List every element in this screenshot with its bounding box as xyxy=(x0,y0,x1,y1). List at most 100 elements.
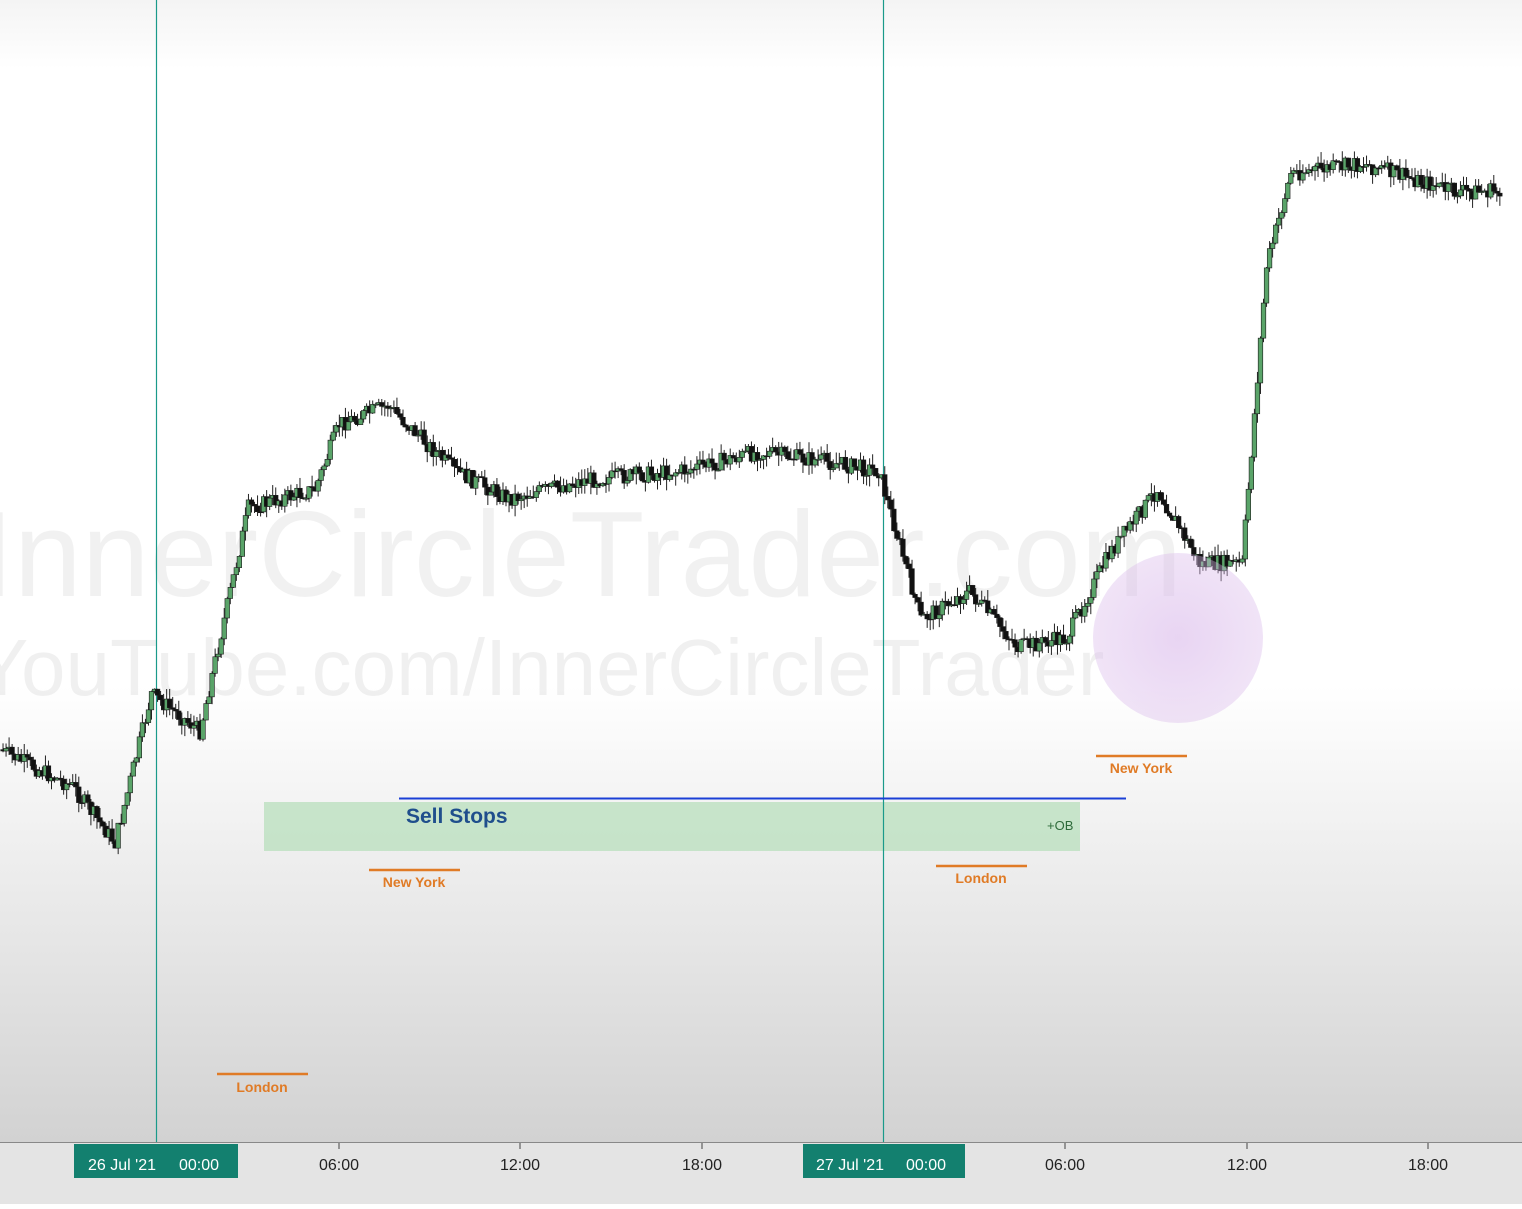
candle[interactable] xyxy=(709,448,715,472)
candle[interactable] xyxy=(842,450,848,472)
candle[interactable] xyxy=(1094,563,1100,589)
candle[interactable] xyxy=(76,776,82,813)
candle[interactable] xyxy=(973,588,979,612)
candle[interactable] xyxy=(685,471,691,484)
candle[interactable] xyxy=(970,585,976,597)
candle[interactable] xyxy=(118,813,124,825)
candle[interactable] xyxy=(639,470,645,483)
candle[interactable] xyxy=(785,445,791,461)
candle[interactable] xyxy=(1000,618,1006,640)
candle[interactable] xyxy=(909,559,915,596)
candle[interactable] xyxy=(1127,516,1133,534)
candle[interactable] xyxy=(1303,167,1309,175)
candle[interactable] xyxy=(1248,455,1254,494)
candle[interactable] xyxy=(809,448,815,474)
candle[interactable] xyxy=(421,421,427,446)
candle[interactable] xyxy=(1133,507,1139,533)
candle[interactable] xyxy=(518,492,524,510)
candle[interactable] xyxy=(994,604,1000,624)
candle[interactable] xyxy=(203,700,209,721)
candle[interactable] xyxy=(360,409,367,423)
candle[interactable] xyxy=(1391,165,1397,186)
candle[interactable] xyxy=(976,602,982,608)
candle[interactable] xyxy=(715,468,721,472)
candle[interactable] xyxy=(712,462,718,480)
candle[interactable] xyxy=(209,671,215,705)
candle[interactable] xyxy=(385,402,391,417)
candle[interactable] xyxy=(1242,514,1248,567)
candle[interactable] xyxy=(327,434,333,465)
candle[interactable] xyxy=(903,555,909,569)
candle[interactable] xyxy=(960,594,967,610)
candle[interactable] xyxy=(167,688,173,716)
candle[interactable] xyxy=(797,441,803,456)
candle[interactable] xyxy=(760,455,767,470)
candle[interactable] xyxy=(591,469,597,489)
candle[interactable] xyxy=(133,756,139,767)
candle[interactable] xyxy=(882,466,888,505)
candle[interactable] xyxy=(1227,559,1233,567)
candle[interactable] xyxy=(445,449,452,461)
candle[interactable] xyxy=(767,445,773,459)
candle[interactable] xyxy=(833,452,839,469)
candle[interactable] xyxy=(109,819,115,844)
candle[interactable] xyxy=(124,792,130,810)
candle[interactable] xyxy=(1494,187,1500,202)
candle[interactable] xyxy=(648,459,655,480)
candle[interactable] xyxy=(318,467,324,487)
candle[interactable] xyxy=(624,476,630,487)
candle[interactable] xyxy=(609,462,615,480)
candle[interactable] xyxy=(1300,164,1306,184)
candle[interactable] xyxy=(773,445,779,456)
candle[interactable] xyxy=(824,444,830,468)
candle[interactable] xyxy=(851,458,858,471)
candle[interactable] xyxy=(1103,543,1109,572)
candle[interactable] xyxy=(351,412,358,424)
candle[interactable] xyxy=(985,590,991,616)
candle[interactable] xyxy=(936,604,942,628)
candle[interactable] xyxy=(727,448,733,471)
candle[interactable] xyxy=(1160,492,1167,506)
candle[interactable] xyxy=(200,718,206,742)
candle[interactable] xyxy=(1266,241,1273,272)
candle[interactable] xyxy=(912,592,918,605)
candle[interactable] xyxy=(1063,639,1070,651)
candle[interactable] xyxy=(830,459,836,473)
candle[interactable] xyxy=(494,478,500,506)
candle[interactable] xyxy=(888,490,894,518)
candle[interactable] xyxy=(403,423,409,433)
candle[interactable] xyxy=(924,611,930,628)
candle[interactable] xyxy=(45,760,52,784)
candle[interactable] xyxy=(1354,156,1361,179)
candle[interactable] xyxy=(1476,179,1482,193)
candle[interactable] xyxy=(1394,164,1400,171)
candle[interactable] xyxy=(757,458,764,469)
candle[interactable] xyxy=(206,691,212,704)
candle[interactable] xyxy=(1263,266,1270,307)
candle[interactable] xyxy=(800,448,806,473)
candle[interactable] xyxy=(1345,157,1351,173)
candle[interactable] xyxy=(1430,177,1436,198)
candle[interactable] xyxy=(742,444,748,454)
candle[interactable] xyxy=(1085,597,1091,613)
candle[interactable] xyxy=(191,715,197,737)
candle[interactable] xyxy=(570,476,576,488)
candle[interactable] xyxy=(1157,490,1164,501)
candle[interactable] xyxy=(1182,522,1188,549)
candle[interactable] xyxy=(1376,166,1382,176)
candle[interactable] xyxy=(688,460,694,478)
candle[interactable] xyxy=(254,495,261,517)
candle[interactable] xyxy=(618,465,624,476)
candle[interactable] xyxy=(1176,514,1182,534)
candle[interactable] xyxy=(430,434,436,467)
candle[interactable] xyxy=(1088,589,1094,615)
candle[interactable] xyxy=(870,454,876,475)
candle[interactable] xyxy=(309,475,315,497)
candle[interactable] xyxy=(1251,408,1258,462)
candle[interactable] xyxy=(900,529,906,562)
candle[interactable] xyxy=(1091,571,1097,601)
candle[interactable] xyxy=(370,400,376,414)
candle[interactable] xyxy=(1254,371,1261,423)
candle[interactable] xyxy=(224,596,230,624)
candle[interactable] xyxy=(136,731,142,763)
